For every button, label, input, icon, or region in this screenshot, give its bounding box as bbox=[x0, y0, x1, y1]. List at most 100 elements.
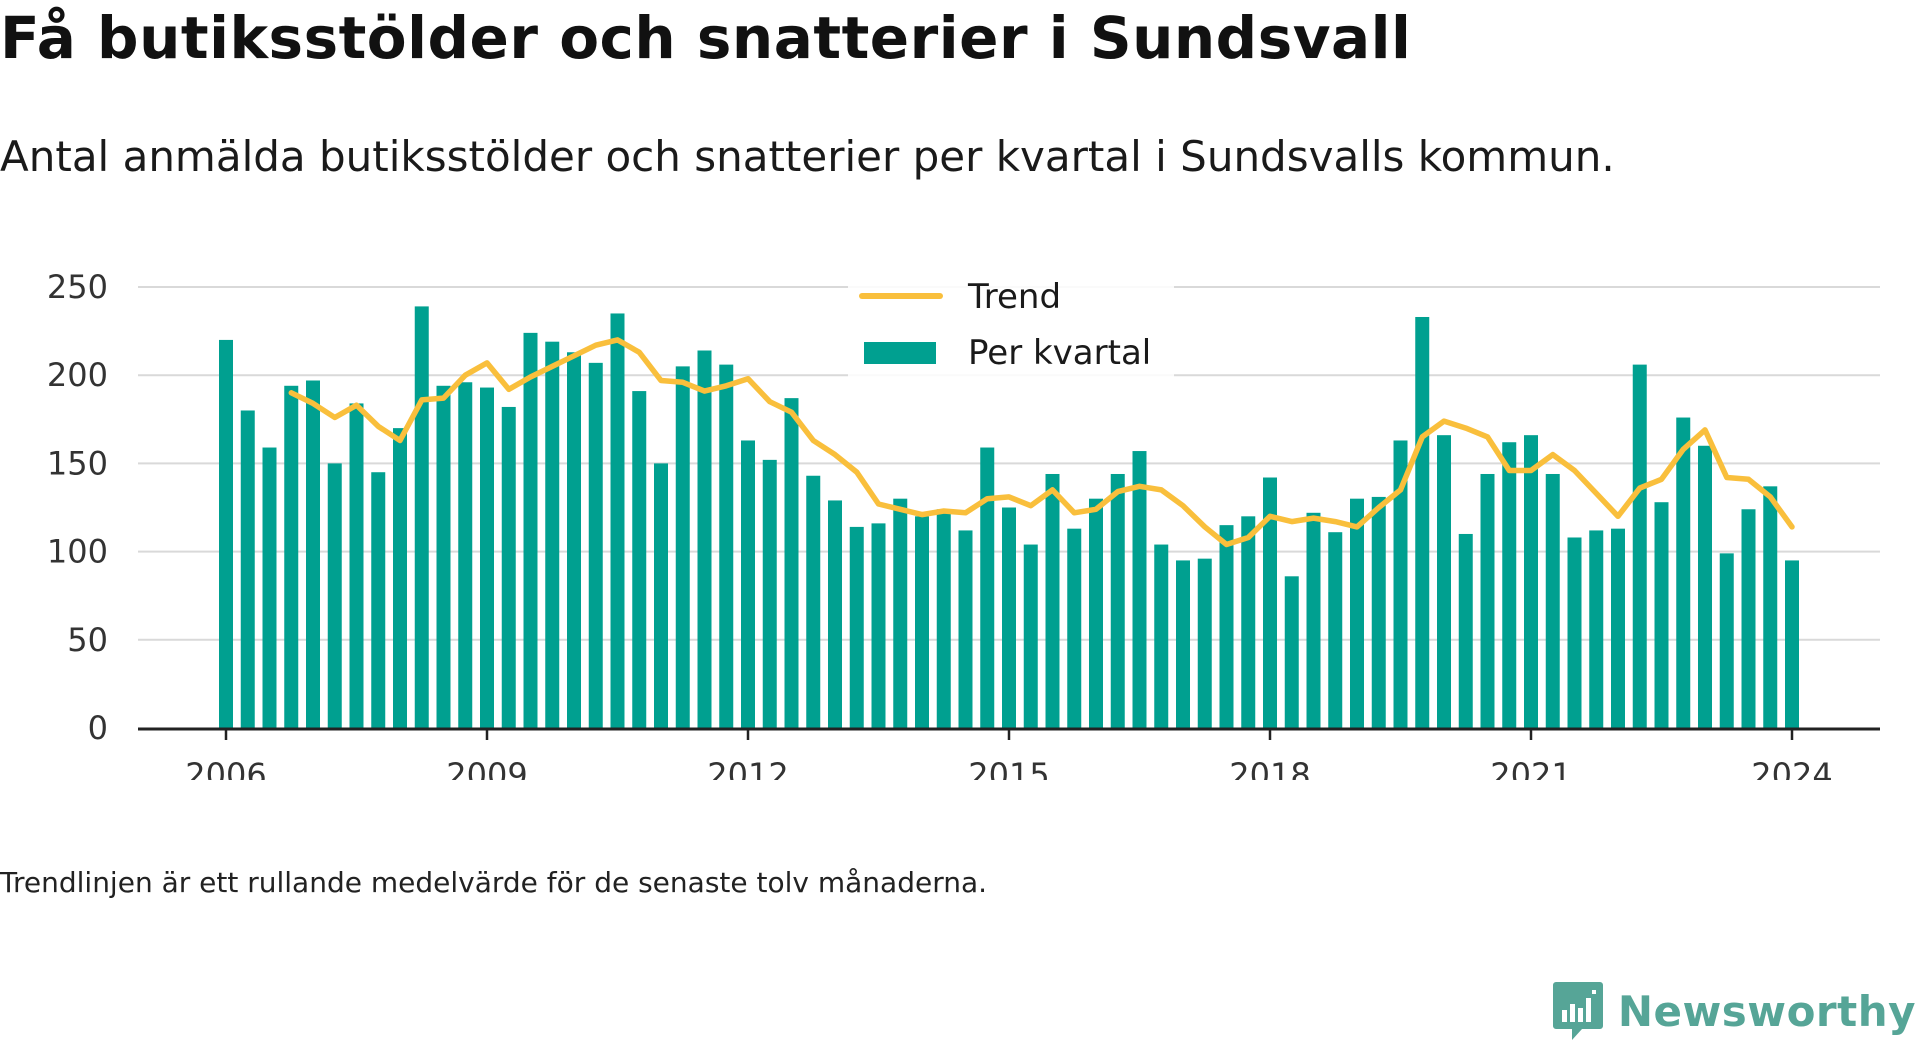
chart-title: Få butiksstölder och snatterier i Sundsv… bbox=[0, 4, 1412, 72]
bar bbox=[1632, 364, 1647, 728]
brand-logo[interactable]: Newsworthy bbox=[1552, 980, 1916, 1042]
y-tick-label: 100 bbox=[47, 533, 108, 571]
bar bbox=[1719, 553, 1734, 728]
bar bbox=[1654, 502, 1669, 728]
trend-line bbox=[288, 337, 1795, 548]
x-tick-label: 2012 bbox=[707, 756, 788, 780]
bar bbox=[1045, 473, 1060, 728]
legend-bar-label: Per kvartal bbox=[968, 333, 1151, 373]
bar bbox=[1241, 516, 1256, 728]
bar bbox=[588, 362, 603, 728]
x-tick-label: 2024 bbox=[1751, 756, 1832, 780]
bar bbox=[610, 313, 625, 728]
bar bbox=[936, 509, 951, 728]
x-tick-label: 2018 bbox=[1229, 756, 1310, 780]
bar bbox=[1524, 435, 1538, 728]
bar bbox=[1741, 509, 1756, 728]
bar bbox=[697, 350, 712, 728]
bar bbox=[719, 364, 734, 728]
bar bbox=[1002, 507, 1016, 728]
bars bbox=[219, 306, 1799, 728]
newsworthy-logo-icon bbox=[1552, 982, 1603, 1040]
y-tick-label: 200 bbox=[47, 356, 108, 394]
bar bbox=[262, 447, 277, 728]
bar bbox=[849, 526, 864, 728]
bar bbox=[980, 447, 995, 728]
bar bbox=[632, 391, 647, 728]
bar bbox=[1785, 560, 1799, 728]
footnote: Trendlinjen är ett rullande medelvärde f… bbox=[0, 866, 988, 899]
bar bbox=[480, 387, 494, 728]
bar bbox=[414, 306, 429, 728]
bar bbox=[675, 366, 690, 728]
bar bbox=[1589, 530, 1604, 728]
trend-series-line bbox=[288, 337, 1795, 548]
bar bbox=[1023, 544, 1038, 728]
y-tick-label: 50 bbox=[67, 621, 108, 659]
bar bbox=[741, 440, 755, 728]
legend: Trend Per kvartal bbox=[848, 277, 1174, 384]
bar bbox=[1306, 512, 1321, 728]
bar bbox=[871, 523, 886, 728]
chart-subtitle: Antal anmälda butiksstölder och snatteri… bbox=[0, 132, 1615, 181]
x-tick-label: 2006 bbox=[185, 756, 266, 780]
legend-bar-swatch bbox=[864, 342, 936, 364]
x-tick-label: 2015 bbox=[968, 756, 1049, 780]
bar bbox=[915, 516, 929, 728]
bar bbox=[371, 472, 386, 728]
bar bbox=[958, 530, 973, 728]
bar bbox=[1350, 498, 1364, 728]
bar bbox=[1480, 473, 1495, 728]
bar bbox=[1545, 473, 1560, 728]
bar bbox=[1067, 528, 1082, 728]
bar bbox=[1611, 528, 1625, 728]
bar bbox=[436, 385, 451, 728]
bar bbox=[523, 332, 538, 728]
brand-name: Newsworthy bbox=[1617, 986, 1916, 1036]
bar bbox=[306, 380, 320, 728]
bar-chart: 0 50 100 150 200 250 2006 2009 2012 2015 2018 2021… bbox=[47, 268, 1880, 780]
bar bbox=[501, 406, 516, 728]
bar bbox=[784, 398, 799, 728]
bar bbox=[1089, 498, 1103, 728]
bar bbox=[240, 410, 255, 728]
bar bbox=[327, 463, 342, 728]
bar bbox=[1176, 560, 1190, 728]
legend-trend-label: Trend bbox=[967, 277, 1061, 317]
bar bbox=[1132, 451, 1147, 728]
bar bbox=[393, 428, 407, 728]
bar bbox=[828, 500, 842, 728]
bar bbox=[654, 463, 668, 728]
bar bbox=[458, 382, 473, 728]
bar bbox=[1458, 533, 1473, 728]
bar bbox=[1437, 435, 1451, 728]
bar bbox=[762, 459, 777, 728]
bar bbox=[1763, 486, 1778, 728]
bar bbox=[219, 339, 233, 728]
y-tick-label: 150 bbox=[47, 444, 108, 482]
bar bbox=[893, 498, 908, 728]
x-tick-label: 2009 bbox=[446, 756, 527, 780]
bar bbox=[1284, 576, 1299, 728]
bar bbox=[1502, 442, 1517, 728]
bar bbox=[1154, 544, 1169, 728]
bar bbox=[1197, 558, 1212, 728]
bar bbox=[567, 352, 581, 728]
bar bbox=[1263, 477, 1277, 728]
bar bbox=[1698, 445, 1712, 728]
axes: 2006 2009 2012 2015 2018 2021 2024 bbox=[138, 727, 1880, 780]
bar bbox=[1676, 417, 1691, 728]
y-tick-label: 0 bbox=[88, 709, 108, 747]
bar bbox=[349, 403, 364, 728]
bar bbox=[1567, 537, 1582, 728]
bar bbox=[1219, 525, 1234, 728]
bar bbox=[1110, 473, 1125, 728]
x-tick-label: 2021 bbox=[1490, 756, 1571, 780]
bar bbox=[1393, 440, 1408, 728]
bar bbox=[806, 475, 821, 728]
bar bbox=[1415, 316, 1430, 728]
bar bbox=[1371, 496, 1386, 728]
bar bbox=[284, 385, 299, 728]
y-tick-label: 250 bbox=[47, 268, 108, 306]
bar bbox=[1328, 532, 1343, 728]
